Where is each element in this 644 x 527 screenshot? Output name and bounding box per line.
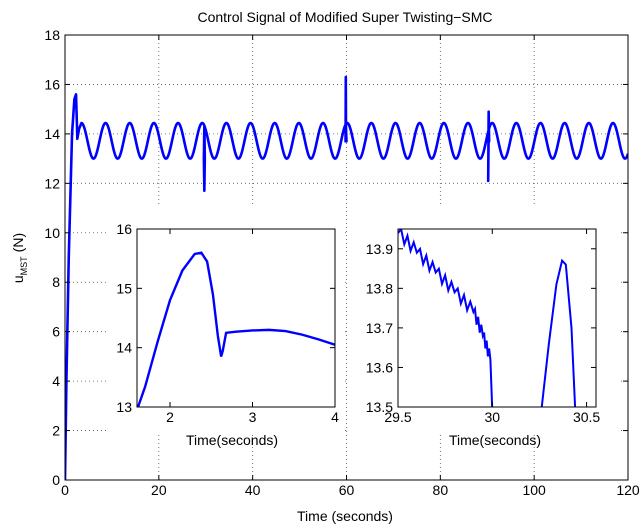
y-tick-label: 13.9 [366, 241, 393, 257]
main-series-path [65, 75, 628, 480]
x-tick-label: 60 [339, 482, 355, 498]
y-axis-label-main: u [10, 275, 26, 283]
x-tick-label: 2 [166, 409, 174, 425]
y-axis-label: uMST (N) [10, 233, 29, 283]
y-tick-label: 4 [52, 373, 60, 389]
chart-title: Control Signal of Modified Super Twistin… [197, 9, 492, 25]
inset-plot-startup: 2 3 4 13 14 15 16 Time(seconds) [107, 207, 343, 448]
x-tick-label: 120 [616, 482, 640, 498]
x-tick-label: 80 [433, 482, 449, 498]
main-ticks: 0 20 40 60 80 100 120 0 2 4 6 8 10 12 14 16 18 [44, 27, 639, 498]
x-tick-label: 100 [522, 482, 546, 498]
y-tick-label: 0 [52, 472, 60, 488]
main-series-line [65, 75, 628, 480]
inset1-series-path [137, 251, 335, 407]
x-tick-label: 3 [249, 409, 257, 425]
y-tick-label: 8 [52, 274, 60, 290]
y-tick-label: 16 [44, 76, 60, 92]
inset1-series-line [137, 251, 335, 407]
y-tick-label: 15 [116, 280, 132, 296]
x-tick-label: 4 [331, 409, 339, 425]
x-tick-label: 0 [61, 482, 69, 498]
x-axis-label: Time (seconds) [297, 508, 393, 524]
inset2-x-axis-label: Time(seconds) [449, 432, 541, 448]
inset2-ticks: 29.5 30 30.5 13.5 13.6 13.7 13.8 13.9 [366, 229, 600, 425]
y-axis-label-unit: (N) [10, 233, 26, 252]
x-tick-label: 30 [484, 409, 500, 425]
y-tick-label: 13.7 [366, 320, 393, 336]
inset2-frame [397, 228, 597, 408]
inset2-series-path [540, 258, 577, 407]
y-tick-label: 13 [116, 399, 132, 415]
y-tick-label: 18 [44, 27, 60, 43]
inset-plot-zoom-30s: 29.5 30 30.5 13.5 13.6 13.7 13.8 13.9 Time(seco… [347, 207, 618, 448]
inset1-ticks: 2 3 4 13 14 15 16 [116, 221, 339, 425]
y-tick-label: 6 [52, 324, 60, 340]
main-plot: 0 20 40 60 80 100 120 0 2 4 6 8 10 12 14 16 18 [44, 27, 639, 498]
y-tick-label: 13.5 [366, 399, 393, 415]
y-tick-label: 13.8 [366, 280, 393, 296]
y-axis-label-subscript: MST [19, 256, 29, 276]
x-tick-label: 40 [245, 482, 261, 498]
x-tick-label: 20 [151, 482, 167, 498]
y-tick-label: 13.6 [366, 359, 393, 375]
x-tick-label: 29.5 [384, 409, 411, 425]
inset1-x-axis-label: Time(seconds) [186, 432, 278, 448]
inset2-series-path [398, 229, 494, 407]
y-tick-label: 16 [116, 221, 132, 237]
y-tick-label: 14 [116, 340, 132, 356]
x-tick-label: 30.5 [573, 409, 600, 425]
y-tick-label: 12 [44, 175, 60, 191]
y-tick-label: 14 [44, 126, 60, 142]
inset1-frame [136, 228, 336, 408]
inset2-series-line [398, 229, 577, 407]
y-tick-label: 2 [52, 423, 60, 439]
y-tick-label: 10 [44, 225, 60, 241]
